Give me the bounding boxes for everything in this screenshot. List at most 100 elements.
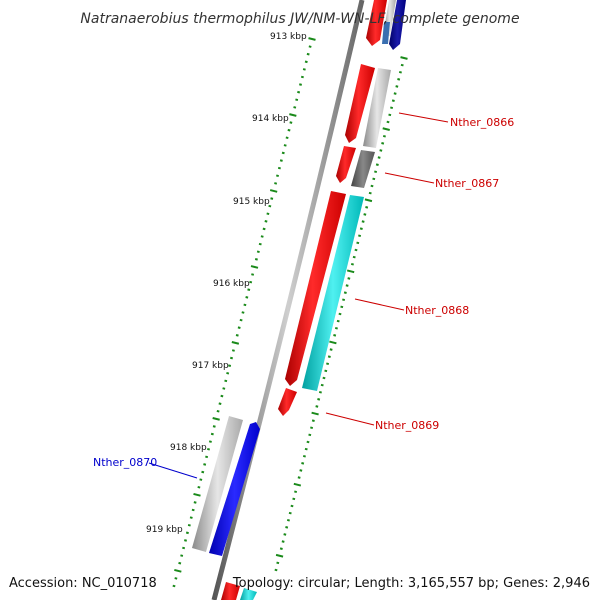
major-tick xyxy=(231,341,240,345)
scale-ticks-right xyxy=(274,56,408,572)
minor-tick xyxy=(235,334,239,337)
minor-tick xyxy=(395,85,399,88)
minor-tick xyxy=(193,501,197,504)
minor-tick xyxy=(288,511,292,515)
minor-tick xyxy=(358,234,362,238)
minor-tick xyxy=(218,402,222,405)
minor-tick xyxy=(398,70,402,74)
minor-tick xyxy=(191,508,195,512)
leader-line xyxy=(354,298,405,311)
gene-label[interactable]: Nther_0868 xyxy=(405,304,469,317)
minor-tick xyxy=(258,242,262,246)
minor-tick xyxy=(274,568,278,572)
cds-forward xyxy=(336,146,356,183)
minor-tick xyxy=(283,144,287,147)
minor-tick xyxy=(231,349,235,352)
minor-tick xyxy=(287,128,291,132)
minor-tick xyxy=(375,163,379,166)
minor-tick xyxy=(299,469,303,472)
minor-tick xyxy=(391,99,395,102)
minor-tick xyxy=(268,204,272,208)
cds-forward xyxy=(278,388,297,416)
minor-tick xyxy=(386,120,390,124)
cds-forward xyxy=(285,191,346,386)
leader-line xyxy=(398,112,449,123)
gene-label[interactable]: Nther_0866 xyxy=(450,116,514,129)
major-tick xyxy=(275,553,284,558)
minor-tick xyxy=(182,546,186,550)
minor-tick xyxy=(308,45,312,48)
cds-forward xyxy=(221,582,240,600)
minor-tick xyxy=(327,355,331,358)
minor-tick xyxy=(286,518,290,522)
major-tick xyxy=(269,189,278,193)
minor-tick xyxy=(289,121,293,124)
minor-tick xyxy=(264,220,268,223)
minor-tick xyxy=(340,305,344,309)
minor-tick xyxy=(368,191,372,195)
major-tick xyxy=(250,265,259,269)
minor-tick xyxy=(270,197,274,200)
minor-tick xyxy=(345,284,349,287)
minor-tick xyxy=(356,241,360,245)
major-tick xyxy=(364,198,373,203)
minor-tick xyxy=(381,142,385,145)
scale-ticks xyxy=(172,37,316,588)
minor-tick xyxy=(352,255,356,259)
minor-tick xyxy=(301,462,305,465)
minor-tick xyxy=(226,371,230,375)
minor-tick xyxy=(393,92,397,95)
minor-tick xyxy=(201,470,205,474)
minor-tick xyxy=(397,78,401,81)
cds-steel xyxy=(382,22,390,44)
minor-tick xyxy=(237,326,241,329)
minor-tick xyxy=(224,379,228,383)
minor-tick xyxy=(251,273,255,276)
minor-tick xyxy=(276,561,280,565)
minor-tick xyxy=(239,318,243,322)
cds-reverse-0870 xyxy=(209,422,260,556)
minor-tick xyxy=(243,303,247,307)
minor-tick xyxy=(329,348,333,351)
minor-tick xyxy=(294,490,298,494)
tick-label: 913 kbp xyxy=(270,32,307,42)
minor-tick xyxy=(283,533,287,536)
minor-tick xyxy=(230,356,233,360)
minor-tick xyxy=(306,52,310,56)
minor-tick xyxy=(185,531,189,535)
minor-tick xyxy=(336,319,340,323)
minor-tick xyxy=(317,398,321,401)
minor-tick xyxy=(377,156,381,159)
minor-tick xyxy=(290,504,294,508)
cds-forward xyxy=(366,0,387,46)
minor-tick xyxy=(241,311,245,314)
tick-label: 914 kbp xyxy=(252,114,289,124)
minor-tick xyxy=(266,212,270,216)
accession-text: Accession: NC_010718 xyxy=(9,576,157,591)
topology-text: Topology: circular; Length: 3,165,557 bp… xyxy=(232,576,590,591)
minor-tick xyxy=(343,291,347,294)
gene-label[interactable]: Nther_0870 xyxy=(93,456,157,469)
minor-tick xyxy=(390,106,394,110)
minor-tick xyxy=(256,250,260,254)
gene-label[interactable]: Nther_0867 xyxy=(435,177,499,190)
gene-feature-0866 xyxy=(363,68,391,148)
minor-tick xyxy=(363,213,367,216)
gene-label[interactable]: Nther_0869 xyxy=(375,419,439,432)
minor-tick xyxy=(172,584,176,588)
minor-tick xyxy=(299,83,302,86)
minor-tick xyxy=(249,280,253,284)
tick-label: 919 kbp xyxy=(146,525,183,535)
minor-tick xyxy=(295,98,299,102)
minor-tick xyxy=(277,166,281,170)
major-tick xyxy=(212,417,220,421)
minor-tick xyxy=(184,539,187,542)
minor-tick xyxy=(308,433,312,437)
minor-tick xyxy=(326,362,330,366)
minor-tick xyxy=(324,369,328,373)
minor-tick xyxy=(279,547,283,550)
minor-tick xyxy=(199,478,203,481)
minor-tick xyxy=(342,298,346,302)
minor-tick xyxy=(354,248,358,252)
tick-label: 917 kbp xyxy=(192,361,229,371)
